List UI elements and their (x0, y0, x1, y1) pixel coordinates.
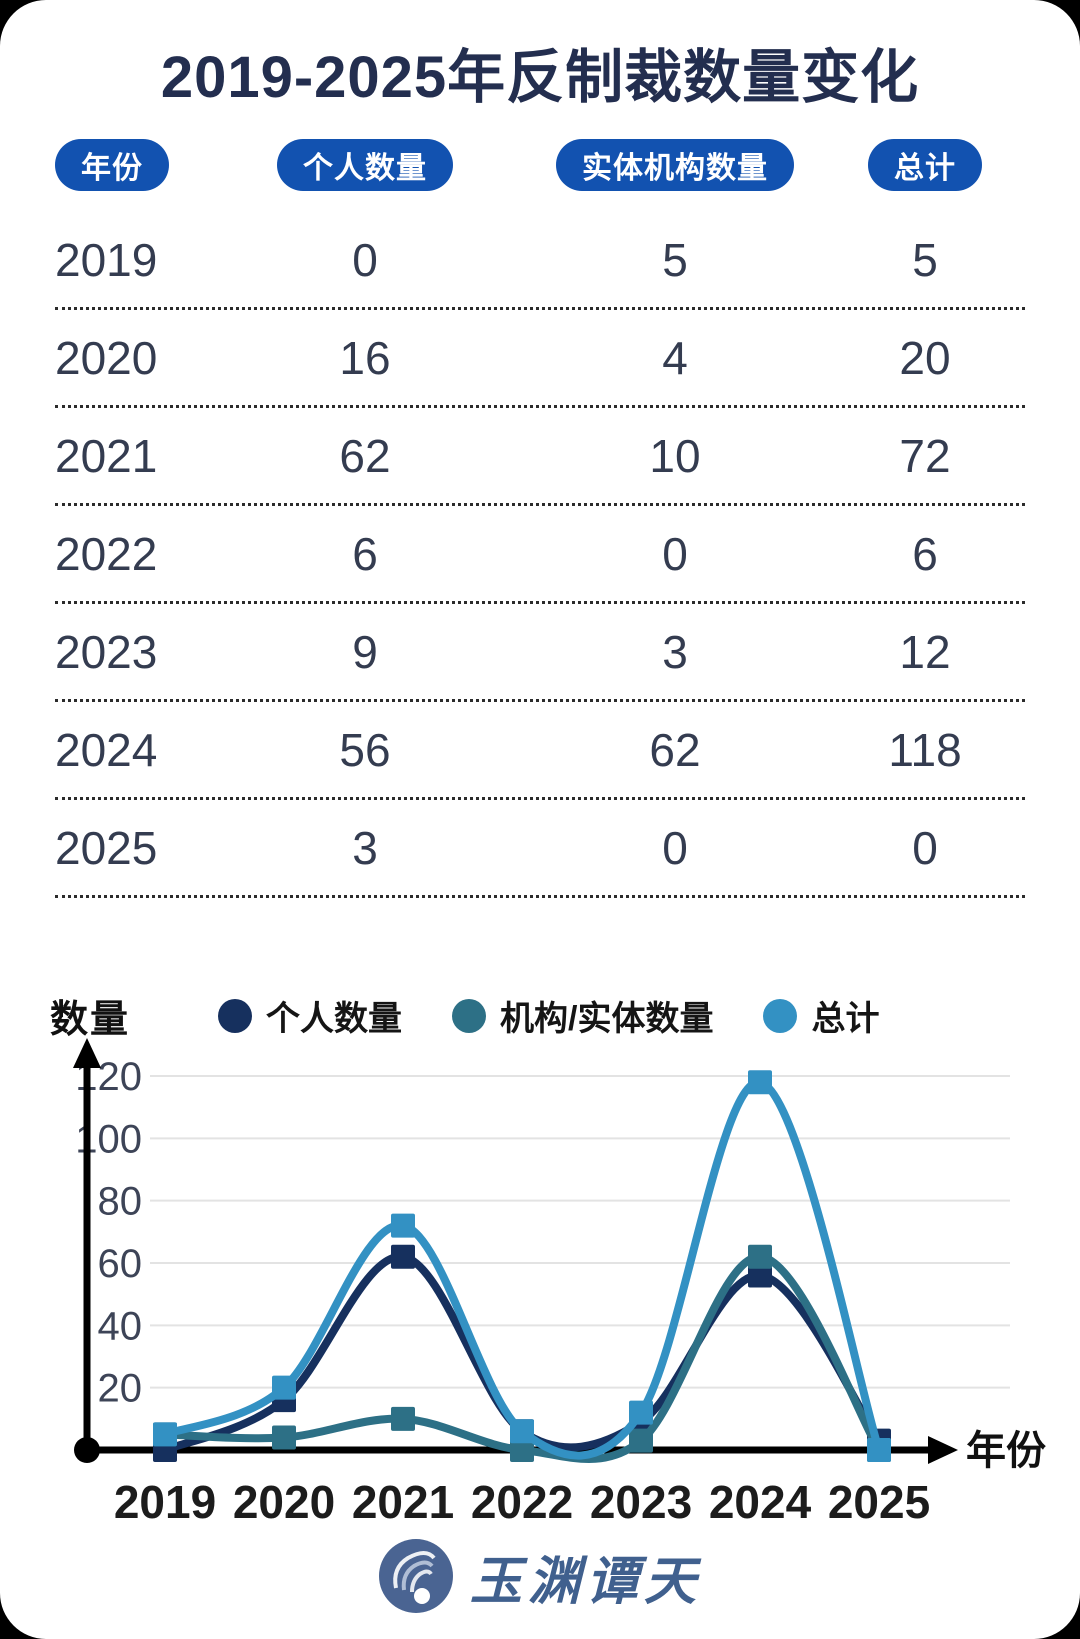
legend-item-entities: 机构/实体数量 (452, 991, 713, 1040)
cell-year: 2025 (55, 821, 158, 874)
header-pill-individuals: 个人数量 (277, 139, 453, 191)
cell-individuals: 3 (352, 821, 378, 874)
svg-text:2022: 2022 (471, 1476, 573, 1528)
cell-total: 72 (899, 429, 951, 482)
cell-individuals: 62 (339, 429, 391, 482)
header-cell-individuals: 个人数量 (205, 139, 525, 191)
cell-year: 2022 (55, 527, 158, 580)
svg-text:20: 20 (98, 1367, 143, 1411)
svg-text:60: 60 (98, 1242, 143, 1286)
cell-entities: 5 (662, 233, 688, 286)
header-cell-year: 年份 (55, 139, 205, 191)
header-pill-total: 总计 (868, 139, 982, 191)
cell-total: 0 (912, 821, 938, 874)
legend-dot-icon (763, 998, 798, 1033)
header-pill-entities: 实体机构数量 (556, 139, 794, 191)
cell-total: 5 (912, 233, 938, 286)
cell-total: 118 (888, 723, 962, 776)
legend-dot-icon (218, 998, 253, 1033)
svg-text:2024: 2024 (709, 1476, 812, 1528)
legend-item-individuals: 个人数量 (218, 991, 402, 1040)
svg-text:40: 40 (98, 1304, 143, 1348)
cell-total: 6 (912, 527, 938, 580)
cell-entities: 4 (662, 331, 688, 384)
cell-individuals: 6 (352, 527, 378, 580)
svg-text:2021: 2021 (352, 1476, 454, 1528)
table-row: 2019 0 5 5 (55, 212, 1025, 310)
legend-label: 个人数量 (266, 1000, 403, 1038)
cell-individuals: 9 (352, 625, 378, 678)
header-pill-year: 年份 (55, 139, 169, 191)
legend-dot-icon (452, 998, 487, 1033)
cell-entities: 10 (649, 429, 701, 482)
legend-item-total: 总计 (763, 991, 879, 1040)
page-title: 2019-2025年反制裁数量变化 (160, 45, 920, 110)
data-table: 2019 0 5 5 2020 16 4 20 2021 62 10 72 20… (55, 212, 1025, 898)
cell-total: 20 (899, 331, 951, 384)
cell-entities: 3 (662, 625, 688, 678)
svg-text:2019: 2019 (114, 1476, 216, 1528)
legend-items: 个人数量 机构/实体数量 总计 (218, 991, 879, 1040)
table-row: 2024 56 62 118 (55, 702, 1025, 800)
cell-year: 2021 (55, 429, 158, 482)
legend-label: 总计 (811, 1000, 880, 1038)
cell-individuals: 0 (352, 233, 378, 286)
table-row: 2023 9 3 12 (55, 604, 1025, 702)
cell-individuals: 56 (339, 723, 391, 776)
cell-individuals: 16 (339, 331, 391, 384)
cell-total: 12 (899, 625, 951, 678)
svg-text:2025: 2025 (828, 1476, 930, 1528)
svg-text:2023: 2023 (590, 1476, 692, 1528)
cell-year: 2020 (55, 331, 158, 384)
table-row: 2025 3 0 0 (55, 800, 1025, 898)
cell-entities: 0 (662, 527, 688, 580)
brand-logo-icon (378, 1539, 453, 1613)
y-axis-title: 数量 (50, 999, 131, 1041)
table-row: 2022 6 0 6 (55, 506, 1025, 604)
chart-legend: 数量 个人数量 机构/实体数量 总计 (50, 988, 1040, 1043)
table-row: 2020 16 4 20 (55, 310, 1025, 408)
cell-year: 2019 (55, 233, 158, 286)
cell-entities: 62 (649, 723, 701, 776)
table-header-row: 年份 个人数量 实体机构数量 总计 (55, 138, 1025, 192)
svg-text:年份: 年份 (966, 1429, 1046, 1473)
header-cell-total: 总计 (825, 139, 1025, 191)
legend-label: 机构/实体数量 (500, 1000, 714, 1038)
header-cell-entities: 实体机构数量 (525, 139, 825, 191)
brand-footer: 玉渊谭天 (0, 1538, 1080, 1614)
svg-text:2020: 2020 (233, 1476, 335, 1528)
svg-text:80: 80 (98, 1180, 143, 1224)
cell-year: 2023 (55, 625, 158, 678)
cell-year: 2024 (55, 723, 158, 776)
table-row: 2021 62 10 72 (55, 408, 1025, 506)
cell-entities: 0 (662, 821, 688, 874)
brand-name: 玉渊谭天 (469, 1550, 702, 1612)
